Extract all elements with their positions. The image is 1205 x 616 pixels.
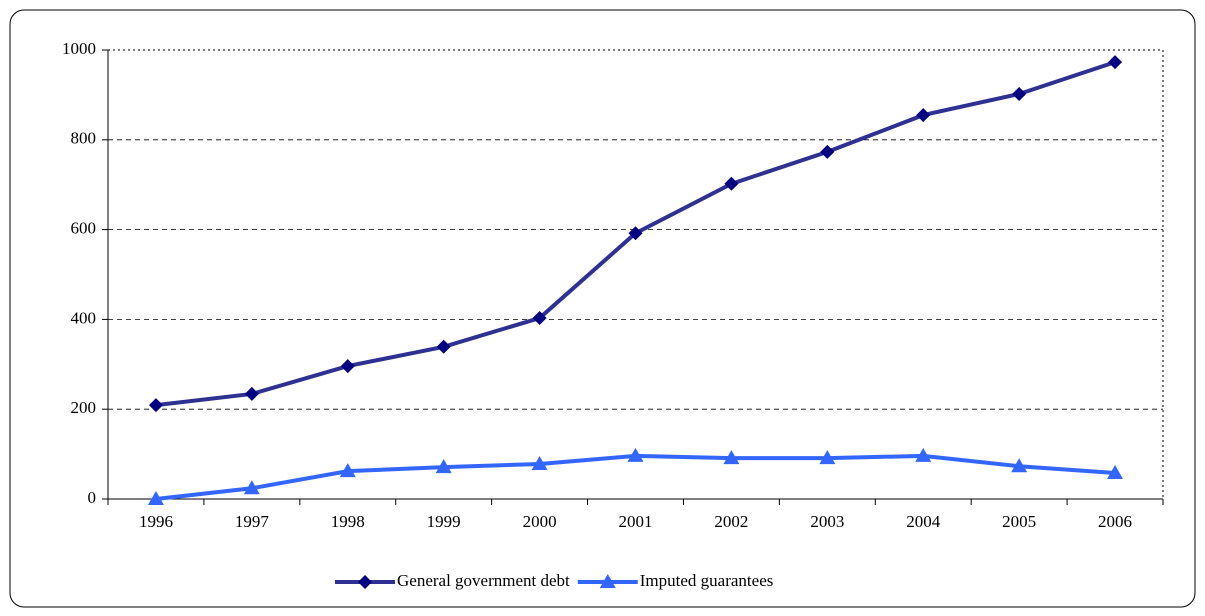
marker-triangle [531,455,548,470]
legend-label: Imputed guarantees [640,571,774,590]
x-tick-label: 1998 [331,512,365,531]
marker-triangle [1011,458,1028,473]
x-tick-label: 2001 [619,512,653,531]
x-tick-label: 2005 [1002,512,1036,531]
legend-label: General government debt [397,571,570,590]
marker-triangle [599,574,616,588]
x-tick-label: 2000 [523,512,557,531]
x-tick-label: 1997 [235,512,270,531]
y-tick-label: 0 [88,488,97,507]
marker-diamond [628,226,643,241]
marker-triangle [339,463,356,478]
x-tick-label: 1996 [139,512,173,531]
marker-diamond [1012,87,1027,102]
x-tick-label: 1999 [427,512,461,531]
marker-diamond [358,575,372,589]
marker-diamond [436,339,451,354]
marker-diamond [724,176,739,191]
marker-triangle [243,480,260,495]
y-tick-label: 800 [71,129,97,148]
marker-triangle [819,450,836,465]
y-tick-label: 200 [71,398,97,417]
marker-triangle [915,447,932,462]
y-tick-label: 600 [71,219,97,238]
marker-triangle [627,447,644,462]
marker-diamond [532,311,547,326]
marker-triangle [147,491,164,505]
y-tick-label: 400 [71,308,97,327]
marker-triangle [723,450,740,465]
x-tick-label: 2002 [714,512,748,531]
marker-diamond [148,398,163,413]
marker-triangle [435,459,452,474]
marker-diamond [820,144,835,159]
x-tick-label: 2006 [1098,512,1132,531]
x-tick-label: 2004 [906,512,941,531]
marker-diamond [1108,55,1123,70]
marker-diamond [916,108,931,123]
marker-diamond [340,359,355,374]
marker-diamond [244,386,259,401]
x-tick-label: 2003 [810,512,844,531]
marker-triangle [1107,464,1124,479]
y-tick-label: 1000 [62,39,96,58]
